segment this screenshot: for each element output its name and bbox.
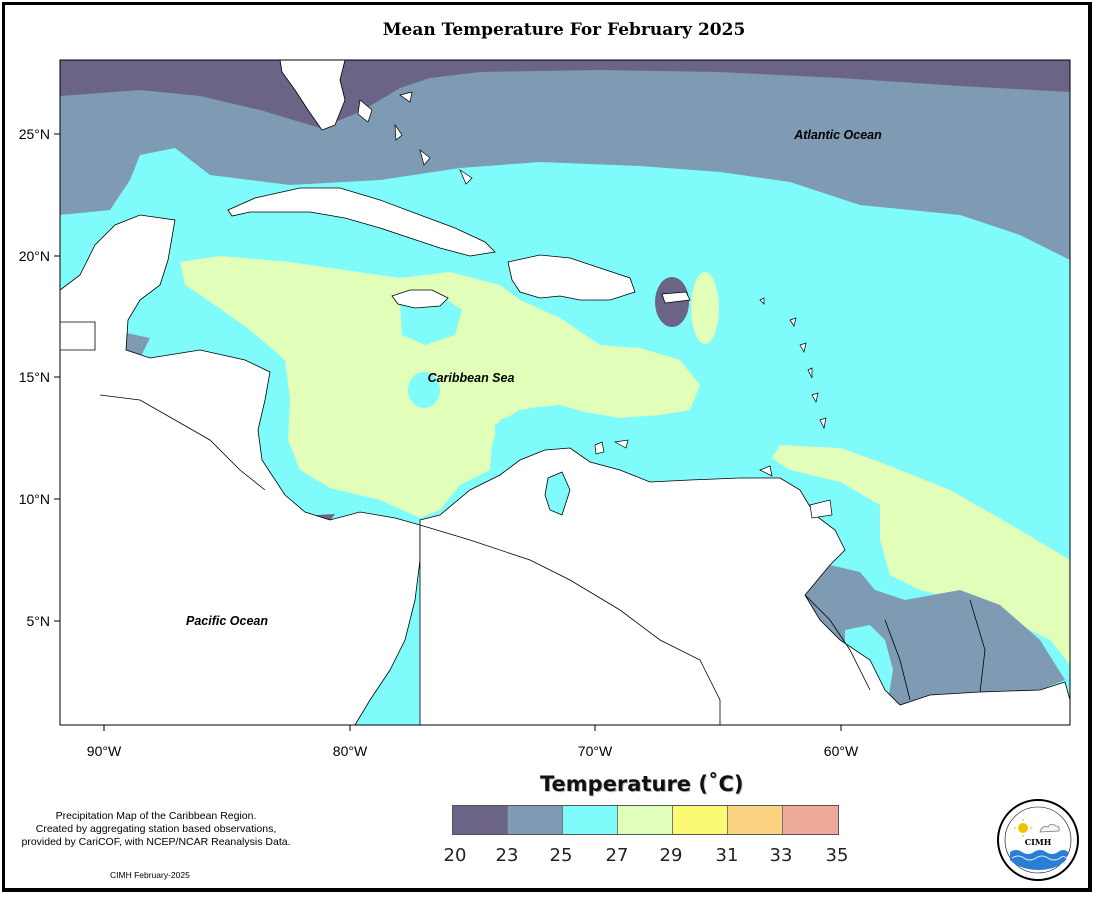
lat-label-5n: 5°N (27, 613, 51, 629)
border-suriname-guiana (969, 599, 986, 693)
legend-tick-33: 33 (769, 845, 793, 866)
map-description: Precipitation Map of the Caribbean Regio… (8, 810, 304, 849)
legend-tick-20: 20 (443, 845, 467, 866)
legend-title: Temperature (˚C) (540, 772, 744, 796)
legend-tick-35: 35 (825, 845, 849, 866)
legend-tick-23: 23 (495, 845, 519, 866)
land-hispaniola (507, 254, 636, 301)
zone-27-29-pr (691, 272, 719, 344)
waves-icon (1010, 850, 1068, 870)
label-pacific-ocean: Pacific Ocean (186, 614, 268, 628)
zone-23-25-guianas (805, 565, 1065, 705)
border-venezuela-guyana (804, 594, 871, 691)
land-jamaica (391, 289, 449, 309)
lat-label-20n: 20°N (19, 248, 50, 264)
outer-frame (2, 2, 1092, 892)
label-caribbean-sea: Caribbean Sea (428, 371, 515, 385)
legend-tick-29: 29 (659, 845, 683, 866)
land-lesser-antilles (759, 297, 833, 519)
legend-tick-31: 31 (715, 845, 739, 866)
logo-abbr: CIMH (1025, 837, 1052, 847)
lat-label-10n: 10°N (19, 491, 50, 507)
land-bahamas (357, 91, 473, 185)
cloud-icon (1039, 823, 1060, 833)
border-colombia-venezuela (419, 524, 721, 725)
border-central-america (99, 394, 266, 491)
map-credit: CIMH February-2025 (110, 870, 190, 880)
border-guyana-suriname (884, 619, 911, 701)
land-abc-islands (594, 439, 629, 455)
legend-colorbar (452, 805, 839, 835)
lon-ticks (103, 725, 842, 731)
note-line-1: Precipitation Map of the Caribbean Regio… (55, 810, 257, 822)
lon-label-70w: 70°W (578, 743, 613, 759)
legend-swatch-31-33 (728, 806, 783, 834)
legend-tick-25: 25 (549, 845, 573, 866)
legend-swatch-20-23 (453, 806, 508, 834)
legend-tick-27: 27 (605, 845, 629, 866)
sun-icon (1018, 823, 1028, 833)
lon-label-80w: 80°W (333, 743, 368, 759)
land-cuba (227, 187, 496, 257)
cimh-logo: CIMH (997, 799, 1079, 881)
label-atlantic-ocean: Atlantic Ocean (793, 128, 882, 142)
land-south-america (419, 447, 1070, 725)
zone-27-29-caribbean (180, 256, 700, 518)
land-florida (279, 60, 346, 131)
note-line-3: provided by CariCOF, with NCEP/NCAR Rean… (21, 836, 291, 848)
border-mexico-guatemala (60, 321, 96, 351)
land-puerto-rico (661, 291, 691, 304)
zone-25-27-islet (408, 372, 440, 408)
legend-swatch-27-29 (618, 806, 673, 834)
lat-ticks (54, 133, 60, 622)
map-border (59, 59, 1071, 726)
lake-maracaibo (544, 471, 571, 516)
legend-swatch-25-27 (563, 806, 618, 834)
lon-label-90w: 90°W (87, 743, 122, 759)
note-line-2: Created by aggregating station based obs… (35, 823, 277, 835)
legend-swatch-33-35 (783, 806, 838, 834)
lat-label-15n: 15°N (19, 369, 50, 385)
lat-label-25n: 25°N (19, 126, 50, 142)
lon-label-60w: 60°W (824, 743, 859, 759)
legend-swatch-29-31 (673, 806, 728, 834)
map-title: Mean Temperature For February 2025 (382, 20, 746, 40)
legend-swatch-23-25 (508, 806, 563, 834)
